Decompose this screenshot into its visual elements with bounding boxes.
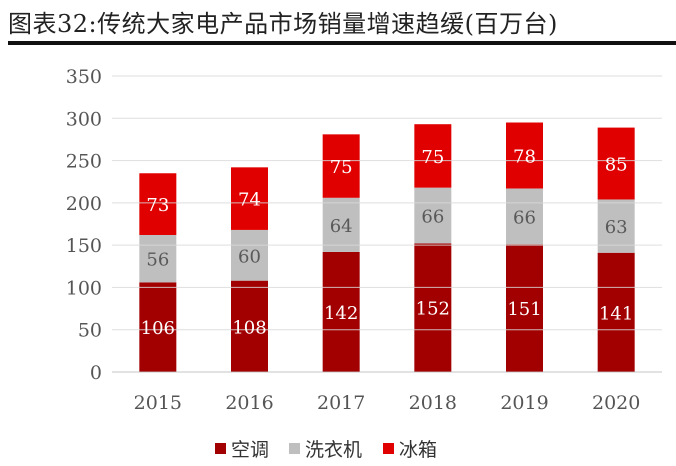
data-label: 75 [421, 147, 444, 168]
y-tick-label: 300 [66, 108, 102, 130]
legend-swatch [215, 443, 226, 454]
y-tick-label: 150 [66, 235, 102, 257]
y-tick-label: 200 [66, 193, 102, 215]
bar-segment [322, 197, 360, 252]
data-label: 151 [507, 299, 541, 320]
x-tick-label: 2017 [317, 392, 365, 414]
bar-segment [414, 124, 452, 188]
chart-title: 图表32:传统大家电产品市场销量增速趋缓(百万台) [8, 10, 558, 38]
data-label: 152 [416, 299, 450, 320]
y-tick-label: 50 [78, 320, 102, 342]
y-tick-label: 350 [66, 66, 102, 88]
data-label: 64 [330, 216, 353, 237]
bar-segment [414, 243, 452, 372]
bar-segment [597, 252, 635, 372]
bar-segment [414, 187, 452, 244]
data-label: 106 [141, 318, 175, 339]
x-tick-label: 2016 [225, 392, 273, 414]
bar-segment [506, 188, 543, 245]
bar-segment [506, 122, 543, 189]
legend-label: 洗衣机 [305, 439, 362, 461]
bar-segment [139, 173, 177, 235]
y-tick-label: 250 [66, 151, 102, 173]
data-label: 75 [330, 157, 353, 178]
data-label: 60 [238, 246, 261, 267]
x-tick-label: 2019 [500, 392, 548, 414]
data-label: 141 [599, 303, 633, 324]
legend-swatch [289, 443, 300, 454]
x-tick-label: 2018 [409, 392, 457, 414]
data-label: 78 [513, 146, 536, 167]
bar-segment [139, 234, 177, 283]
data-label: 74 [238, 190, 261, 211]
x-tick-label: 2015 [134, 392, 182, 414]
y-tick-label: 100 [66, 277, 102, 299]
bar-segment [322, 134, 360, 198]
bar-segment [231, 280, 268, 372]
data-label: 63 [605, 217, 628, 238]
data-label: 85 [605, 155, 628, 176]
bar-segment [506, 244, 543, 372]
data-label: 73 [146, 195, 169, 216]
data-label: 66 [513, 207, 536, 228]
legend-label: 空调 [231, 439, 269, 461]
bar-segment [139, 282, 177, 372]
bar-segment [597, 127, 635, 200]
data-label: 142 [324, 303, 358, 324]
bar-segment [231, 229, 268, 281]
title-divider [8, 41, 676, 45]
legend-swatch [383, 443, 394, 454]
x-tick-label: 2020 [592, 392, 640, 414]
data-label: 56 [146, 250, 169, 271]
data-label: 108 [232, 317, 266, 338]
data-label: 66 [421, 207, 444, 228]
bar-segment [231, 167, 268, 230]
y-tick-label: 0 [90, 362, 102, 384]
legend-label: 冰箱 [399, 439, 437, 461]
bar-segment [597, 199, 635, 253]
bar-segment [322, 251, 360, 372]
